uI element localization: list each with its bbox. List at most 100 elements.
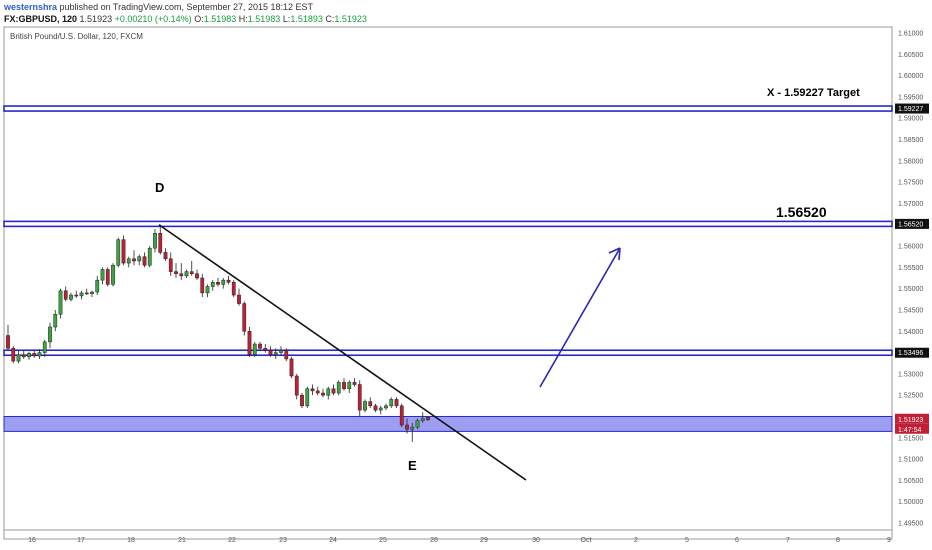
support-zone (3, 415, 893, 432)
candle-body (16, 354, 21, 362)
candle-body (37, 352, 42, 357)
candle-body (347, 382, 352, 390)
low-value: 1.51893 (290, 14, 323, 24)
candle-body (405, 424, 409, 430)
annotation-x-target: X - 1.59227 Target (767, 87, 860, 99)
y-tick-label: 1.59500 (898, 94, 923, 101)
y-tick-label: 1.61000 (898, 31, 923, 38)
y-tick-label: 1.57500 (898, 180, 923, 187)
close-value: 1.51923 (334, 14, 367, 24)
candle-body (147, 247, 152, 266)
candle-body (305, 388, 310, 407)
bullish-arrow-head (608, 247, 621, 261)
horizontal-level (3, 220, 893, 228)
candle-body (210, 282, 215, 287)
x-tick-label: 9 (887, 537, 891, 544)
candle-body (426, 417, 430, 421)
candle-body (216, 282, 220, 285)
y-tick-label: 1.59000 (898, 116, 923, 123)
candle-body (415, 420, 420, 428)
candle-body (420, 418, 425, 421)
low-label: L: (282, 14, 291, 24)
high-value: 1.51983 (247, 14, 281, 24)
candle-body (294, 375, 299, 396)
candle-body (205, 286, 210, 294)
x-tick-label: 21 (178, 537, 186, 544)
y-tick-label: 1.60000 (898, 73, 923, 80)
horizontal-level (3, 105, 893, 112)
candle-body (32, 353, 37, 357)
y-tick-label: 1.55500 (898, 265, 923, 272)
candle-body (153, 233, 157, 249)
candle-body (168, 258, 173, 272)
chart-frame (3, 26, 893, 540)
candle-body (279, 350, 283, 353)
annotation-d: D (155, 180, 164, 195)
price-change: +0.00210 (+0.14%) (114, 14, 192, 24)
candle-body (121, 239, 126, 264)
candle-body (363, 401, 367, 411)
candle-body (300, 394, 304, 407)
candle-body (384, 405, 388, 409)
candle-body (378, 407, 383, 411)
y-tick-label: 1.49500 (898, 521, 923, 528)
close-label: C: (325, 14, 335, 24)
candle-body (95, 279, 100, 293)
candle-body (373, 405, 378, 411)
candle-body (6, 335, 10, 349)
candle-body (336, 382, 341, 394)
y-tick-label: 1.54500 (898, 307, 923, 314)
horizontal-level (3, 349, 893, 357)
candle-body (252, 343, 257, 355)
candle-body (247, 331, 252, 355)
candle-body (326, 388, 331, 396)
candle-body (226, 279, 231, 283)
y-tick-label: 1.55000 (898, 286, 923, 293)
candle-body (268, 350, 273, 355)
candle-body (48, 326, 52, 343)
publish-info: westernshra published on TradingView.com… (4, 2, 313, 12)
publish-date: published on TradingView.com, September … (59, 2, 314, 12)
candle-body (273, 352, 278, 355)
y-tick-label: 1.54000 (898, 329, 923, 336)
last-price: 1.51923 (79, 14, 113, 24)
candle-body (258, 343, 262, 349)
candle-body (174, 271, 178, 274)
x-tick-label: 7 (786, 537, 790, 544)
x-tick-label: 28 (430, 537, 438, 544)
annotation-e: E (408, 458, 417, 473)
candle-body (331, 388, 336, 394)
y-tick-label: 1.57000 (898, 201, 923, 208)
level-price-tag (895, 103, 929, 114)
chart-title: British Pound/U.S. Dollar, 120, FXCM (10, 32, 143, 41)
x-tick-label: 18 (127, 537, 135, 544)
author-name[interactable]: westernshra (4, 2, 58, 12)
candle-body (27, 353, 31, 358)
countdown-tag (895, 423, 929, 434)
candle-body (184, 271, 189, 277)
candle-body (242, 303, 247, 332)
candle-body (342, 382, 346, 390)
level-price-tag-text: 1.56520 (898, 221, 923, 228)
symbol-quote-bar: FX:GBPUSD, 120 1.51923 +0.00210 (+0.14%)… (4, 14, 367, 24)
candle-body (111, 264, 115, 285)
candle-body (21, 354, 26, 358)
y-tick-label: 1.56000 (898, 244, 923, 251)
candle-body (284, 350, 289, 360)
candle-body (116, 239, 121, 266)
x-tick-label: 5 (685, 537, 689, 544)
y-tick-label: 1.53000 (898, 371, 923, 378)
x-tick-label: 30 (532, 537, 540, 544)
candle-body (263, 348, 268, 351)
last-price-tag (895, 413, 929, 424)
candle-body (310, 388, 315, 392)
candle-body (63, 290, 68, 300)
candle-body (53, 313, 58, 328)
y-tick-label: 1.52500 (898, 393, 923, 400)
level-price-tag (895, 347, 929, 358)
x-tick-label: 2 (634, 537, 638, 544)
x-tick-label: 25 (379, 537, 387, 544)
candle-body (231, 282, 236, 296)
x-tick-label: 23 (279, 537, 287, 544)
